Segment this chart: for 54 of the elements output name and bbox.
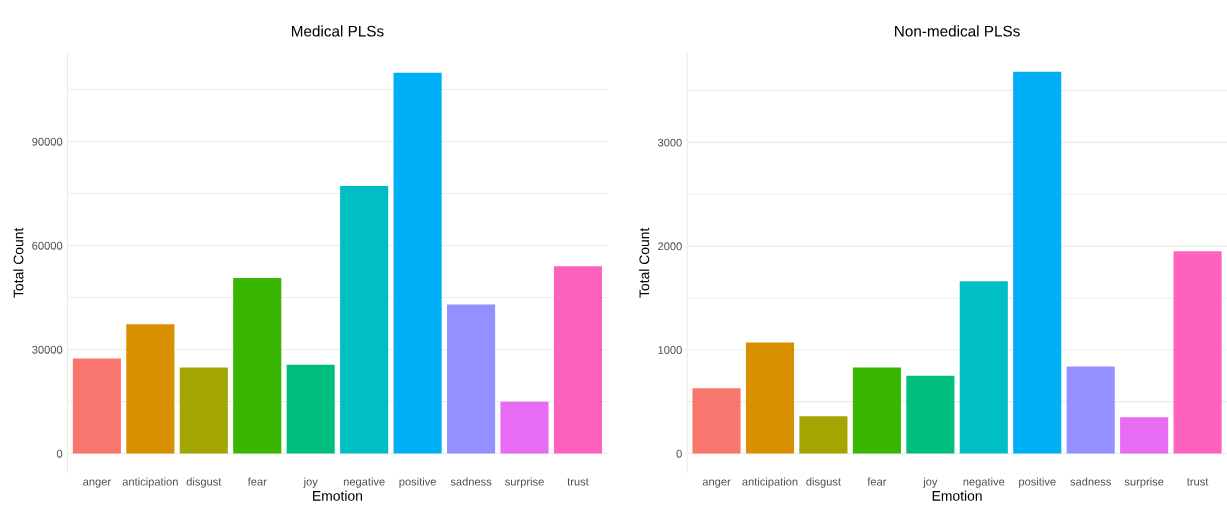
y-tick-label: 2000 xyxy=(658,242,682,251)
y-axis-title: Total Count xyxy=(13,227,24,298)
x-tick-label: joy xyxy=(922,477,938,488)
bar xyxy=(447,304,496,454)
bar xyxy=(286,364,335,454)
x-tick-label: surprise xyxy=(1124,477,1164,488)
bar xyxy=(1120,417,1169,454)
x-tick-label: disgust xyxy=(186,477,222,488)
bar xyxy=(1173,251,1222,454)
bar xyxy=(745,342,795,454)
x-tick-label: sadness xyxy=(450,477,492,486)
bar xyxy=(340,185,389,454)
bar xyxy=(1066,366,1115,454)
bar xyxy=(906,375,955,454)
y-axis-title: Total Count xyxy=(639,227,650,298)
chart-title: Non-medical PLSs xyxy=(895,25,1020,37)
bar xyxy=(799,416,848,454)
y-tick-label: 60000 xyxy=(32,241,63,250)
bar xyxy=(959,281,1008,454)
x-tick-label: trust xyxy=(1186,478,1209,486)
bar xyxy=(500,401,549,454)
y-tick-label: 3000 xyxy=(657,138,682,147)
x-tick-label: joy xyxy=(303,477,318,488)
y-tick-label: 0 xyxy=(676,449,682,458)
bar xyxy=(1013,71,1062,454)
x-tick-label: fear xyxy=(867,477,887,486)
chart-title: Medical PLSs xyxy=(291,25,384,37)
x-tick-label: positive xyxy=(399,477,436,488)
x-tick-label: disgust xyxy=(806,477,841,488)
x-tick-label: anticipation xyxy=(742,477,798,488)
x-tick-label: trust xyxy=(567,478,589,486)
bar xyxy=(126,324,175,454)
x-tick-label: positive xyxy=(1019,477,1056,488)
x-tick-label: negative xyxy=(343,477,385,488)
bar xyxy=(692,388,741,454)
x-tick-label: negative xyxy=(963,477,1005,488)
bar xyxy=(393,72,442,454)
y-tick-label: 90000 xyxy=(32,137,63,146)
x-tick-label: anger xyxy=(83,479,111,488)
bar xyxy=(72,358,121,454)
bar xyxy=(553,266,603,454)
bar xyxy=(179,367,228,454)
x-tick-label: fear xyxy=(247,477,267,486)
y-tick-label: 30000 xyxy=(32,345,63,354)
y-tick-label: 0 xyxy=(56,449,63,458)
x-axis-title: Emotion xyxy=(932,490,982,501)
bar xyxy=(852,367,901,454)
x-tick-label: surprise xyxy=(505,477,544,488)
y-tick-label: 1000 xyxy=(658,346,682,354)
x-tick-label: anticipation xyxy=(122,477,178,488)
x-tick-label: anger xyxy=(702,479,731,488)
x-axis-title: Emotion xyxy=(313,490,362,501)
x-tick-label: sadness xyxy=(1070,477,1111,486)
bar xyxy=(233,278,282,454)
